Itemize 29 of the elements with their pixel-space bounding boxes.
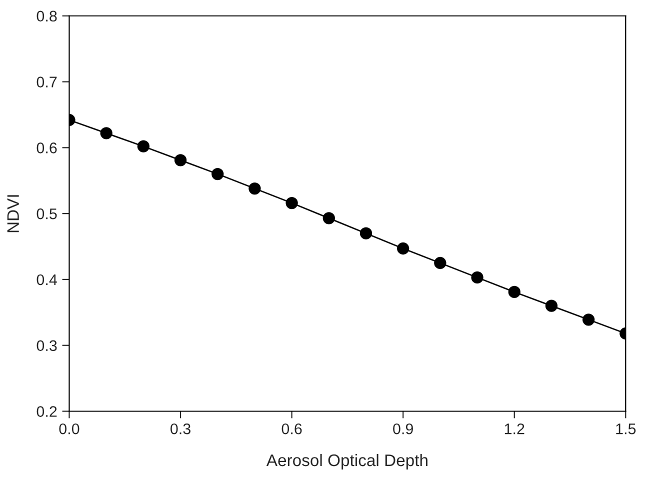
y-tick-label: 0.5 xyxy=(36,208,57,220)
point xyxy=(471,271,484,284)
x-tick-label: 0.0 xyxy=(59,423,80,434)
y-axis-title: NDVI xyxy=(7,195,19,232)
x-tick-label: 1.2 xyxy=(504,423,524,434)
point xyxy=(397,242,410,255)
point xyxy=(212,168,224,180)
x-tick-label: 0.9 xyxy=(393,423,413,434)
point xyxy=(582,314,595,326)
point xyxy=(508,286,520,298)
point xyxy=(360,227,372,240)
y-tick-label: 0.7 xyxy=(36,76,57,88)
point xyxy=(322,212,335,224)
x-axis-title: Aerosol Optical Depth xyxy=(266,454,428,470)
point xyxy=(545,300,558,312)
y-tick-label: 0.3 xyxy=(36,340,57,352)
y-tick-label: 0.2 xyxy=(36,406,57,417)
point xyxy=(434,256,446,270)
point xyxy=(248,182,261,195)
point xyxy=(100,127,112,140)
x-tick-label: 0.6 xyxy=(282,423,302,434)
x-tick-label: 1.5 xyxy=(616,424,636,434)
y-tick-label: 0.8 xyxy=(36,10,57,22)
point xyxy=(286,196,298,210)
y-tick-label: 0.6 xyxy=(36,142,57,154)
point xyxy=(174,154,187,166)
point xyxy=(137,140,150,152)
y-tick-label: 0.4 xyxy=(36,274,57,286)
x-tick-label: 0.3 xyxy=(170,423,190,434)
